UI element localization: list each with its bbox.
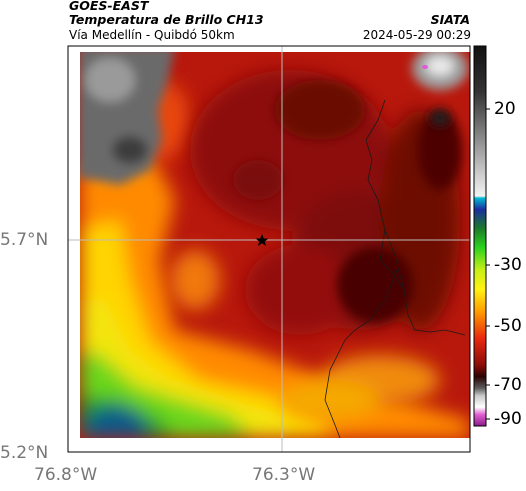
colorbar-tick-label: -70 bbox=[494, 375, 522, 395]
colorbar-tick-label: -50 bbox=[494, 316, 522, 336]
colorbar-tick-label: -90 bbox=[494, 409, 522, 429]
colorbar-tick-label: 20 bbox=[494, 99, 516, 119]
lon-tick-label: 76.3°W bbox=[252, 465, 316, 485]
colorbar-tick-label: -30 bbox=[494, 255, 522, 275]
lat-tick-label: 5.7°N bbox=[0, 230, 49, 250]
satellite-title: GOES-EAST bbox=[69, 0, 149, 13]
colorbar bbox=[473, 45, 490, 427]
star-icon bbox=[255, 234, 269, 246]
region-subtitle: Vía Medellín - Quibdó 50km bbox=[69, 28, 235, 42]
lat-tick-label: 5.2°N bbox=[0, 443, 49, 463]
lon-tick-label: 76.8°W bbox=[34, 465, 98, 485]
temperature-field bbox=[68, 46, 470, 452]
timestamp-label: 2024-05-29 00:29 bbox=[362, 28, 471, 42]
product-title: Temperatura de Brillo CH13 bbox=[69, 12, 264, 27]
agency-label: SIATA bbox=[430, 12, 470, 27]
